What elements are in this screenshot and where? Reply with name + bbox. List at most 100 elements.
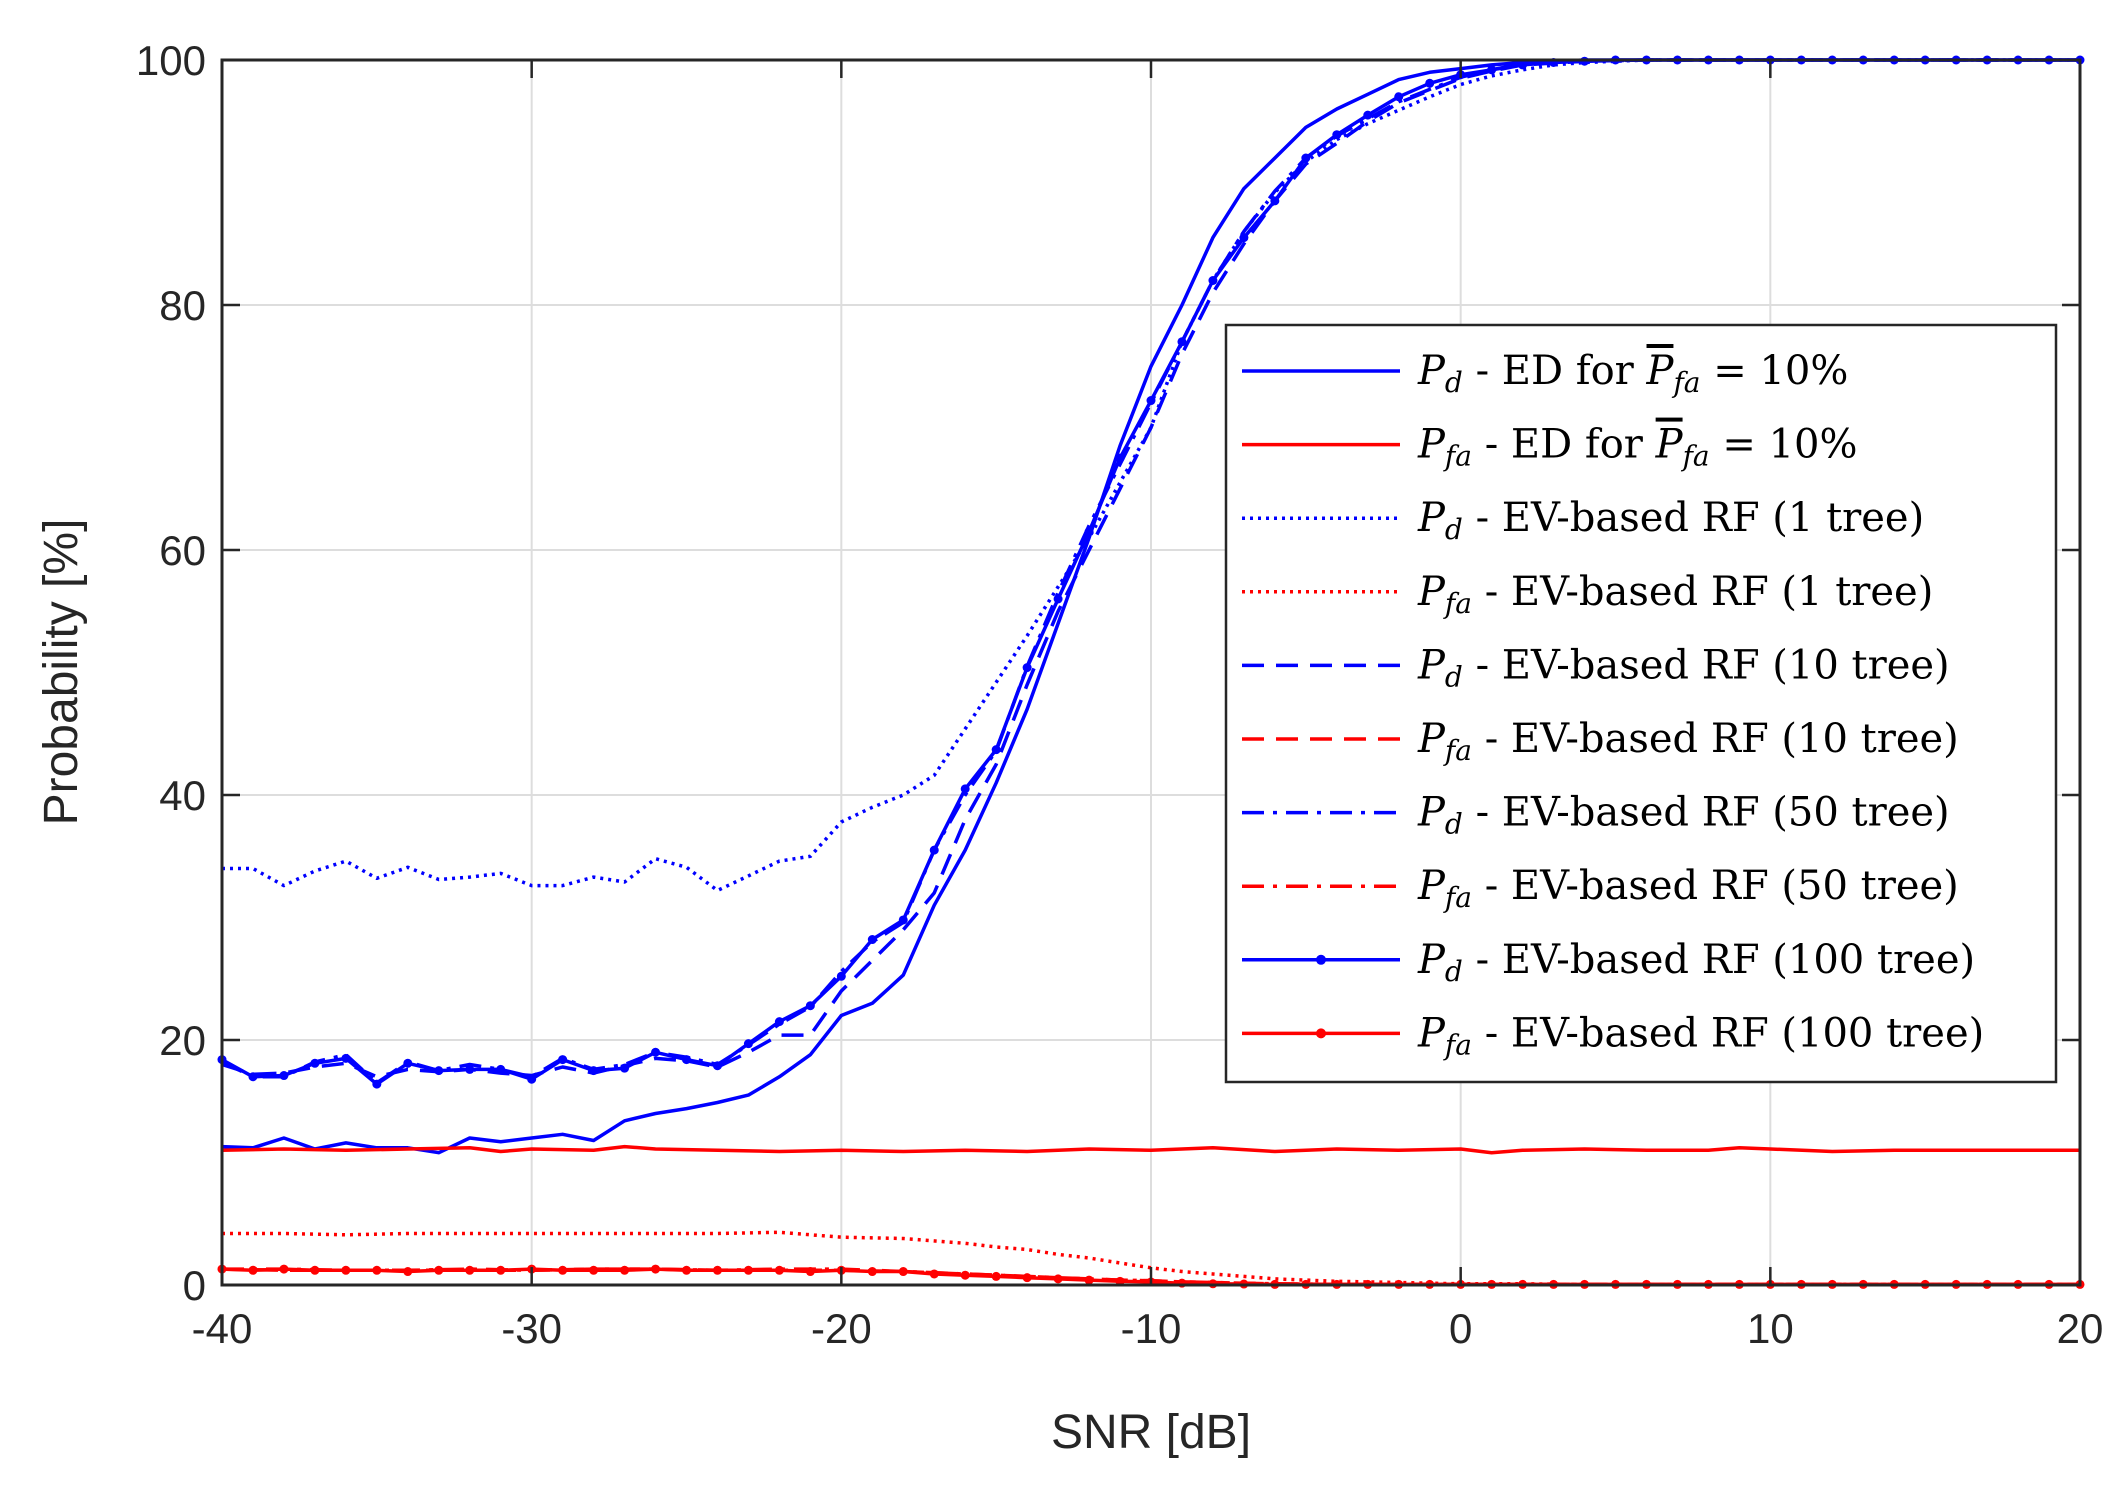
legend-label: Pd - EV-based RF (100 tree) [1417, 937, 1975, 988]
data-point [867, 1267, 877, 1277]
data-point [589, 1066, 599, 1076]
data-point [898, 1267, 908, 1277]
x-tick-label: -20 [811, 1305, 872, 1352]
data-point [310, 1265, 320, 1275]
legend-label: Pd - EV-based RF (1 tree) [1417, 495, 1924, 546]
series-2 [222, 58, 2080, 893]
series-layer [217, 55, 2085, 1289]
data-point [929, 845, 939, 855]
data-point [712, 1265, 722, 1275]
x-tick-label: 10 [1747, 1305, 1794, 1352]
data-point [496, 1064, 506, 1074]
data-point [279, 1071, 289, 1081]
data-point [1022, 1273, 1032, 1283]
data-point [651, 1264, 661, 1274]
data-point [589, 1265, 599, 1275]
data-point [310, 1058, 320, 1068]
data-point [1084, 1275, 1094, 1285]
data-point [434, 1265, 444, 1275]
legend-entry: Pfa - EV-based RF (100 tree) [1242, 1010, 1984, 1061]
data-point [805, 1001, 815, 1011]
data-point [248, 1072, 258, 1082]
data-point [1270, 196, 1280, 206]
data-point [279, 1264, 289, 1274]
data-point [496, 1265, 506, 1275]
data-point [465, 1064, 475, 1074]
legend-label: Pd - ED for Pfa = 10% [1417, 348, 1848, 399]
data-point [682, 1265, 691, 1275]
legend-label: Pfa - EV-based RF (50 tree) [1417, 863, 1959, 914]
data-point [1022, 663, 1032, 673]
data-point [1394, 92, 1404, 102]
data-point [805, 1267, 815, 1277]
data-point [403, 1267, 413, 1277]
series-line [221, 1144, 2080, 1155]
legend-entry: Pfa - EV-based RF (50 tree) [1242, 863, 1959, 914]
data-point [341, 1265, 351, 1275]
legend-entry: Pfa - EV-based RF (10 tree) [1242, 716, 1959, 767]
legend-label: Pd - EV-based RF (10 tree) [1417, 642, 1950, 693]
legend-box [1224, 323, 2058, 1084]
data-point [341, 1053, 351, 1063]
data-point [1301, 153, 1311, 163]
data-point [651, 1047, 661, 1057]
y-tick-label: 20 [159, 1017, 206, 1064]
ticks: -40 -30 -20 -10 0 10 20 0 20 40 60 80 100 [136, 37, 2103, 1352]
data-point [1332, 130, 1342, 140]
y-axis-label: Probability [%] [35, 519, 88, 826]
legend-label: Pfa - ED for Pfa = 10% [1417, 422, 1857, 473]
x-axis-label: SNR [dB] [1051, 1406, 1251, 1459]
data-point [372, 1079, 382, 1089]
y-tick-label: 40 [159, 772, 206, 819]
data-point [1177, 337, 1187, 347]
legend: Pd - ED for Pfa = 10% Pfa - ED for Pfa = … [1224, 323, 2058, 1084]
series-1 [221, 1144, 2080, 1155]
data-point [867, 935, 877, 945]
data-point [682, 1055, 691, 1065]
y-tick-label: 100 [136, 37, 206, 84]
data-point [774, 1017, 784, 1027]
data-point [248, 1265, 258, 1275]
data-point [960, 784, 970, 794]
data-point [1146, 396, 1156, 406]
data-point [960, 1270, 970, 1280]
data-point [1053, 594, 1063, 604]
data-point [743, 1265, 753, 1275]
data-point [620, 1265, 630, 1275]
legend-entry: Pfa - ED for Pfa = 10% [1242, 422, 1857, 473]
data-point [434, 1066, 444, 1076]
data-point [1208, 276, 1218, 285]
legend-entry: Pd - EV-based RF (100 tree) [1242, 937, 1975, 988]
data-point [465, 1265, 475, 1275]
legend-entry: Pd - EV-based RF (50 tree) [1242, 790, 1950, 841]
data-point [1239, 233, 1249, 243]
data-point [1518, 60, 1528, 70]
legend-entry: Pd - EV-based RF (10 tree) [1242, 642, 1950, 693]
legend-entry: Pd - EV-based RF (1 tree) [1242, 495, 1924, 546]
data-point [527, 1074, 537, 1084]
data-point [403, 1058, 413, 1068]
y-tick-label: 0 [183, 1262, 206, 1309]
data-point [836, 971, 846, 981]
data-point [620, 1063, 630, 1073]
data-point [1425, 78, 1435, 88]
data-point [1115, 453, 1125, 463]
x-tick-label: -10 [1121, 1305, 1182, 1352]
data-point [991, 1271, 1001, 1281]
data-point [774, 1265, 784, 1275]
legend-entry: Pd - ED for Pfa = 10% [1242, 348, 1848, 399]
legend-label: Pfa - EV-based RF (1 tree) [1417, 569, 1933, 620]
data-point [743, 1039, 753, 1049]
x-tick-label: -40 [192, 1305, 253, 1352]
data-point [929, 1269, 939, 1279]
data-point [991, 745, 1001, 755]
x-tick-label: 20 [2057, 1305, 2104, 1352]
legend-label: Pd - EV-based RF (50 tree) [1417, 790, 1950, 841]
data-point [372, 1265, 382, 1275]
series-line [222, 58, 2080, 893]
data-point [1053, 1274, 1063, 1284]
legend-entry: Pfa - EV-based RF (1 tree) [1242, 569, 1933, 620]
legend-label: Pfa - EV-based RF (100 tree) [1417, 1010, 1984, 1061]
x-tick-label: -30 [501, 1305, 562, 1352]
